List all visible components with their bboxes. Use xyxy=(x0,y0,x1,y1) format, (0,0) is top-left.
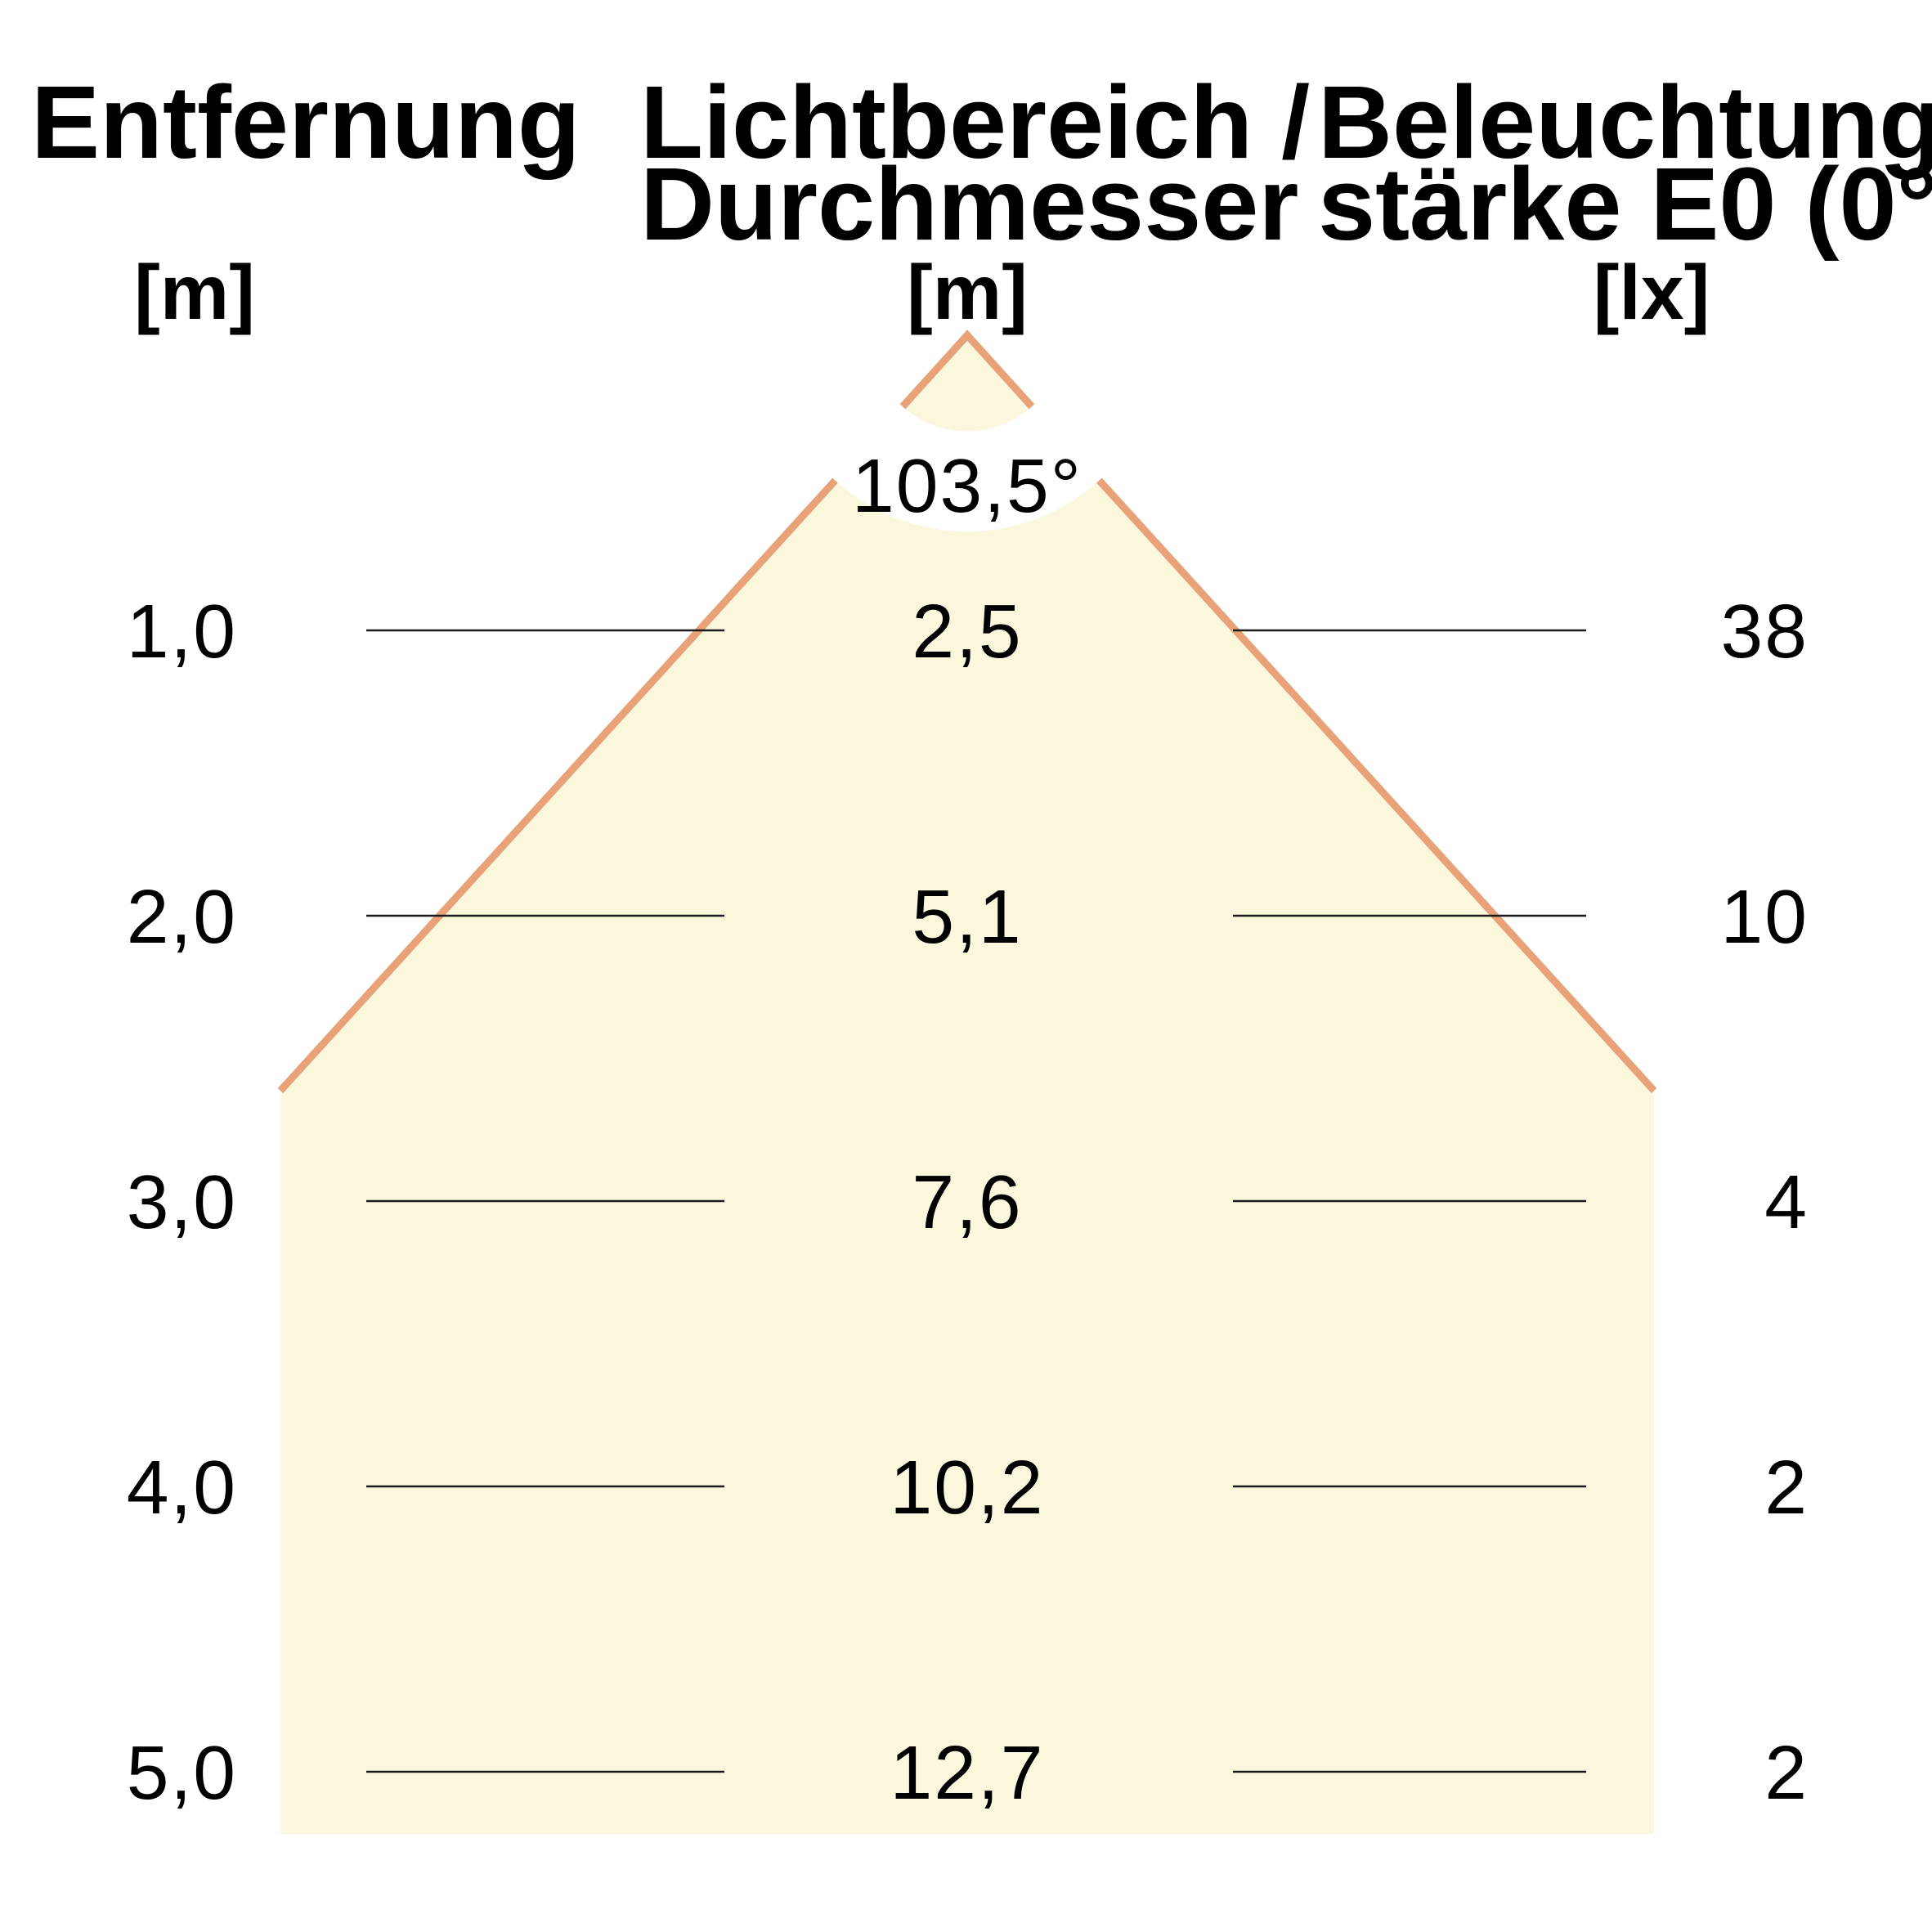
column-header-diameter-line2: Durchmesser xyxy=(640,146,1299,262)
cone-left-edge xyxy=(277,477,838,1094)
row-5-illuminance: 2 xyxy=(1764,1730,1809,1815)
row-2-illuminance: 10 xyxy=(1720,874,1809,959)
row-4-diameter: 10,2 xyxy=(890,1445,1045,1530)
row-2-distance: 2,0 xyxy=(126,874,237,959)
column-header-illuminance-line2: stärke E0 (0°) xyxy=(1318,146,1932,262)
row-3-distance: 3,0 xyxy=(126,1159,237,1244)
cone-apex-edges xyxy=(899,329,1035,410)
cone-right-edge xyxy=(1096,477,1657,1094)
cone-apex-sector xyxy=(903,335,1032,432)
column-unit-illuminance: [lx] xyxy=(1593,249,1710,336)
column-header-diameter-line1: Lichtbereich / xyxy=(640,65,1311,180)
row-3-illuminance: 4 xyxy=(1764,1159,1809,1244)
row-4-distance: 4,0 xyxy=(126,1445,237,1530)
column-unit-distance: [m] xyxy=(134,249,255,336)
row-2-diameter: 5,1 xyxy=(912,874,1023,959)
row-1-distance: 1,0 xyxy=(126,589,237,674)
column-header-distance: Entfernung xyxy=(31,65,580,180)
cone-body xyxy=(280,480,1654,1834)
row-1-diameter: 2,5 xyxy=(912,589,1023,674)
column-unit-diameter: [m] xyxy=(907,249,1028,336)
row-3-diameter: 7,6 xyxy=(912,1159,1023,1244)
beam-angle-label: 103,5° xyxy=(852,443,1083,528)
row-4-illuminance: 2 xyxy=(1764,1445,1809,1530)
row-1-illuminance: 38 xyxy=(1720,589,1809,674)
row-5-distance: 5,0 xyxy=(126,1730,237,1815)
row-5-diameter: 12,7 xyxy=(890,1730,1045,1815)
